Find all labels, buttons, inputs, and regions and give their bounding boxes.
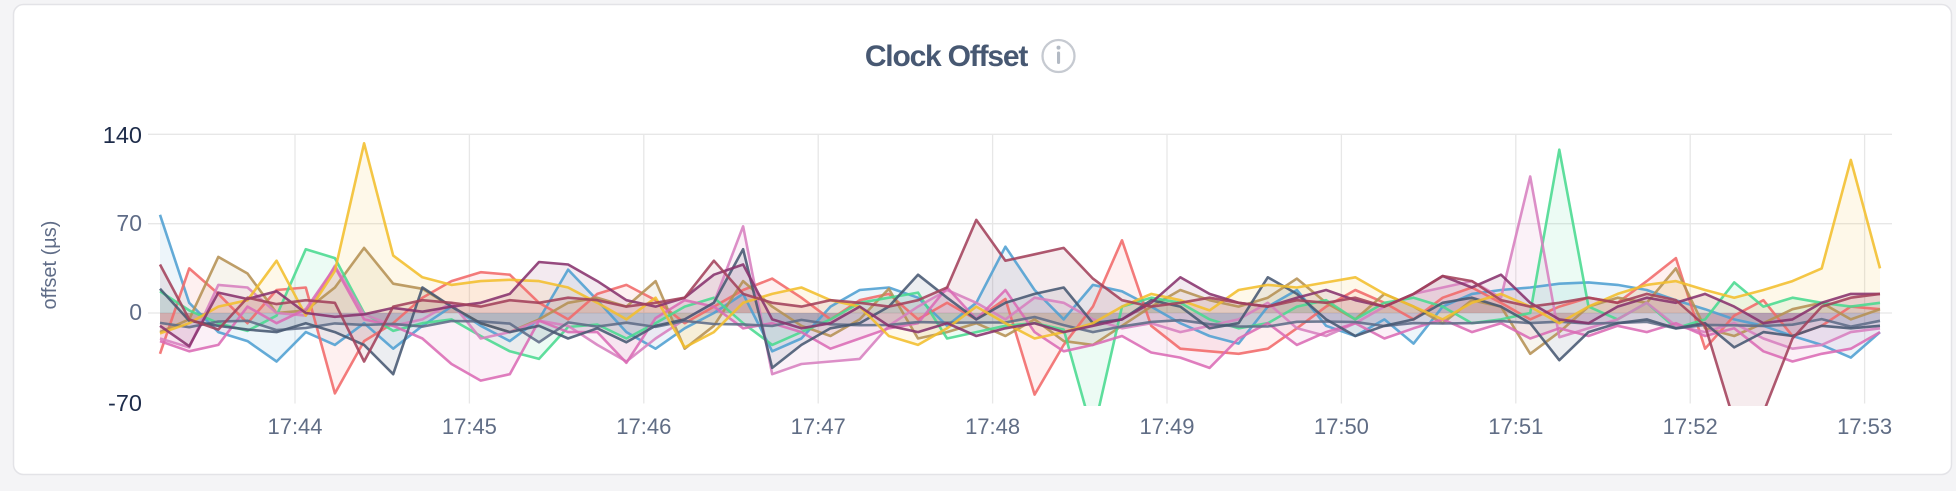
svg-text:17:49: 17:49 <box>1139 414 1194 439</box>
svg-text:140: 140 <box>103 122 142 148</box>
svg-text:0: 0 <box>129 299 142 325</box>
svg-text:17:50: 17:50 <box>1314 414 1369 439</box>
svg-text:17:48: 17:48 <box>965 414 1020 439</box>
svg-text:-70: -70 <box>108 390 142 416</box>
svg-text:Clock Offset: Clock Offset <box>865 40 1029 73</box>
svg-text:70: 70 <box>116 210 142 236</box>
svg-text:17:46: 17:46 <box>616 414 671 439</box>
svg-text:17:51: 17:51 <box>1488 414 1543 439</box>
svg-text:17:44: 17:44 <box>267 414 322 439</box>
svg-text:offset (µs): offset (µs) <box>39 221 61 310</box>
svg-text:17:52: 17:52 <box>1663 414 1718 439</box>
svg-text:17:45: 17:45 <box>442 414 497 439</box>
svg-text:17:53: 17:53 <box>1837 414 1892 439</box>
svg-text:17:47: 17:47 <box>791 414 846 439</box>
